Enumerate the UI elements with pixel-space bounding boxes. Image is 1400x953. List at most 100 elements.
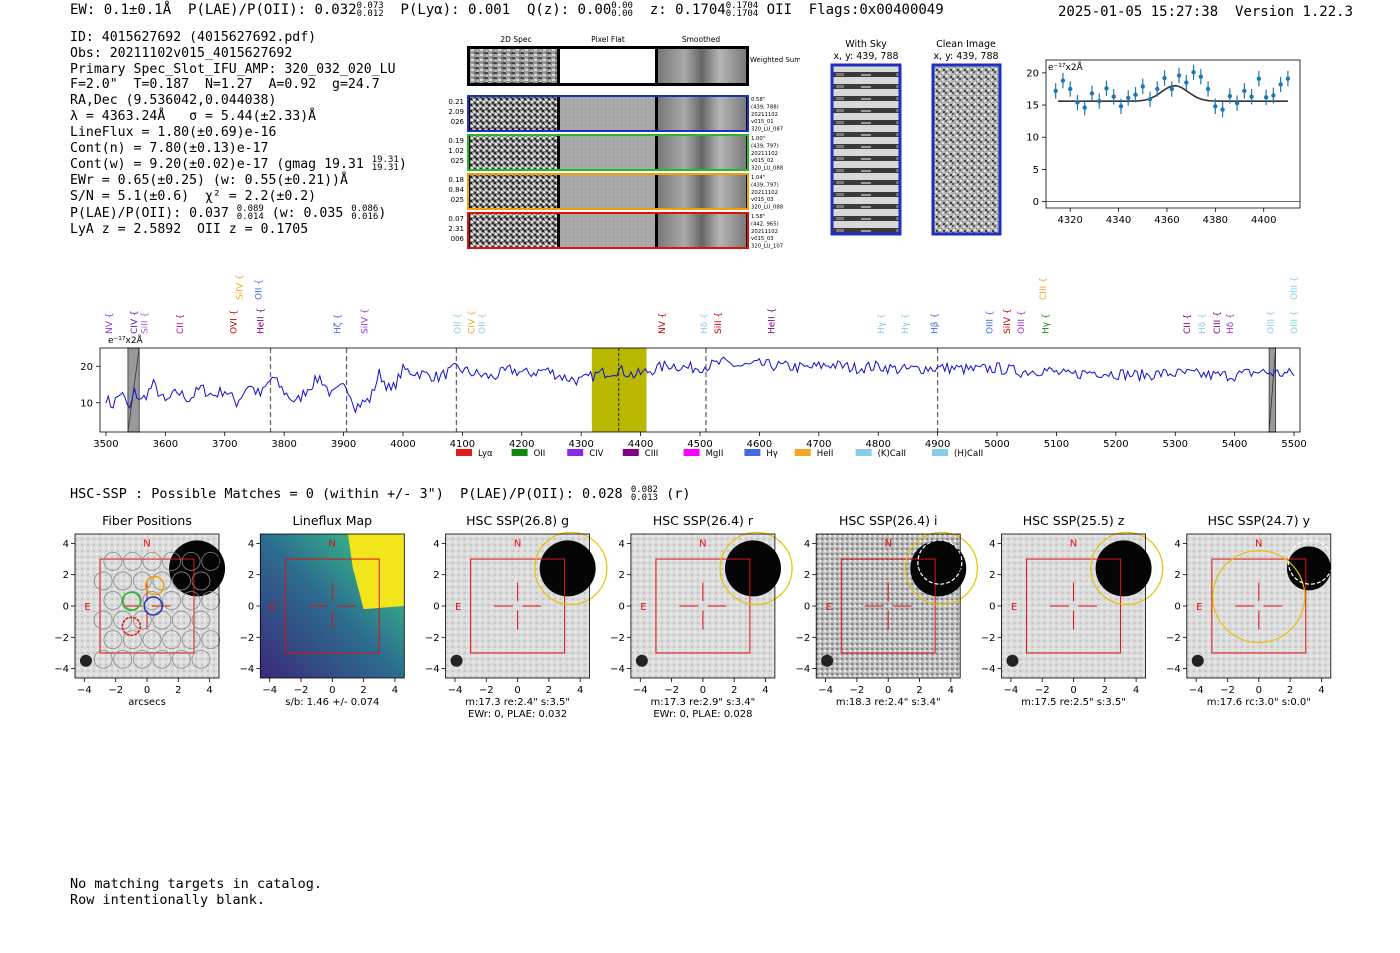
- x-tick-label: 3500: [93, 439, 118, 450]
- cutout-right-label: 20211102: [751, 229, 778, 235]
- info-lineflux: LineFlux = 1.80(±0.69)e-16: [70, 124, 277, 140]
- x-tick-label: 4: [1318, 685, 1324, 696]
- hsc-panel: Fiber Positions N E −4 −4 −2 −2 0 0 2 2 4 4 arcsecs: [54, 513, 226, 708]
- version: Version 1.22.3: [1235, 4, 1354, 20]
- legend-label: Lyα: [478, 449, 493, 459]
- y-tick-label: 10: [80, 398, 93, 409]
- x-tick-label: 2: [360, 685, 366, 696]
- cutout-left-label: 0.18: [448, 176, 464, 184]
- x-tick-label: −2: [664, 685, 679, 696]
- cutout-pixelflat: [560, 175, 655, 208]
- emission-line-label: NV {: [658, 313, 668, 334]
- line-window-band: [591, 348, 647, 432]
- fiber-circle: [93, 571, 113, 591]
- info-contw: Cont(w) = 9.20(±0.02)e-17 (gmag 19.31 19…: [70, 155, 407, 174]
- faint-source: [1006, 654, 1019, 667]
- y-tick-label: 2: [1174, 570, 1180, 581]
- x-tick-label: −2: [1220, 685, 1235, 696]
- x-tick-label: 0: [1256, 685, 1262, 696]
- hsc-title: HSC-SSP : Possible Matches = 0 (within +…: [70, 485, 691, 503]
- emission-line-label: Hδ {: [1226, 313, 1236, 334]
- cutout-left-label: 0.19: [448, 137, 464, 145]
- fiber-circle: [172, 571, 191, 591]
- x-tick-label: 3800: [271, 439, 296, 450]
- x-tick-label: 0: [329, 685, 335, 696]
- y-tick-label: 0: [248, 602, 254, 613]
- emission-line-label: CIII {: [1039, 277, 1049, 300]
- full-spectrum-chart: 3500 3600 3700 3800 3900 4000 4100 4200 4300 4400…: [80, 274, 1307, 459]
- data-point: [1234, 100, 1240, 106]
- cutout-left-label: 025: [451, 196, 464, 204]
- col-header-2dspec: 2D Spec: [500, 35, 531, 44]
- emission-line-label: Hγ {: [901, 313, 911, 334]
- cutout-2dspec: [470, 175, 557, 208]
- compass-east: E: [640, 602, 646, 613]
- x-tick-label: 0: [144, 685, 150, 696]
- y-tick-label: −4: [240, 664, 255, 675]
- data-point: [1082, 105, 1087, 110]
- line-fit-chart: 4320 4340 4360 4380 4400 0 5 10 15 20 e⁻¹⁷x2Å: [1026, 59, 1301, 226]
- cutout-smoothed: [658, 214, 746, 247]
- aperture-box: [284, 558, 380, 654]
- y-tick-label: 4: [248, 539, 254, 550]
- x-tick-label: −2: [850, 685, 865, 696]
- cutout-right-label: 1.58": [751, 214, 765, 220]
- footer-notes: No matching targets in catalog. Row inten…: [70, 876, 322, 908]
- x-tick-label: 5500: [1281, 439, 1306, 450]
- plot-frame: [99, 347, 1301, 433]
- y-tick-label: 4: [63, 539, 69, 550]
- ellipse-aperture: [904, 531, 979, 606]
- fiber-circle: [123, 551, 142, 571]
- y-tick-label: 0: [1033, 197, 1039, 208]
- y-tick-label: −2: [610, 633, 625, 644]
- cutout-pixelflat: [560, 214, 655, 247]
- fiber-circle: [191, 571, 211, 591]
- data-point: [1140, 84, 1145, 89]
- data-point: [1191, 70, 1196, 75]
- data-point: [1242, 88, 1247, 94]
- panel-caption-2: EWr: 0, PLAE: 0.028: [653, 709, 752, 718]
- emission-line-label: OIII {: [1266, 310, 1276, 334]
- x-tick-label: 4320: [1057, 215, 1082, 226]
- info-obs: Obs: 20211102v015_4015627692: [70, 45, 293, 61]
- cutout-2dspec: [470, 214, 557, 247]
- unit-label: e⁻¹⁷x2Å: [1048, 61, 1084, 73]
- cutout-smoothed: [658, 136, 746, 169]
- data-point: [1198, 74, 1204, 79]
- fiber-circle: [113, 649, 133, 669]
- fiber-circle: [103, 551, 123, 571]
- data-point: [1227, 93, 1233, 99]
- emission-line-label: SiIV {: [1003, 308, 1013, 334]
- fiber-circle: [172, 610, 191, 630]
- x-tick-label: 4100: [450, 439, 475, 450]
- y-tick-label: 0: [1174, 602, 1180, 613]
- compass-east: E: [455, 602, 461, 613]
- data-point: [1176, 73, 1182, 78]
- y-tick-label: −2: [981, 633, 996, 644]
- cutout-right-label: (439, 797): [751, 143, 779, 149]
- spectrum-line: [105, 356, 1295, 414]
- legend-label: MgII: [706, 449, 724, 459]
- x-tick-label: 4900: [925, 439, 950, 450]
- fiber-circle: [142, 630, 162, 650]
- legend-swatch: [511, 449, 528, 456]
- legend-label: CIV: [589, 449, 603, 459]
- emission-line-label: HeII {: [767, 308, 777, 334]
- y-tick-label: 5: [1033, 165, 1039, 176]
- y-tick-label: 4: [433, 539, 439, 550]
- y-tick-label: 2: [989, 570, 995, 581]
- x-tick-label: 2: [916, 685, 922, 696]
- x-tick-label: 4800: [865, 439, 890, 450]
- bright-source: [1286, 546, 1331, 591]
- legend-label: (H)CaII: [954, 449, 983, 459]
- compass-north: N: [699, 539, 706, 550]
- x-tick-label: −2: [294, 685, 309, 696]
- cutout-left-label: 0.07: [448, 215, 464, 223]
- info-redshifts: LyA z = 2.5892 OII z = 0.1705: [70, 221, 309, 237]
- lineflux-peak: [347, 534, 405, 610]
- emission-line-label: Hδ {: [700, 313, 710, 334]
- cutout-left-label: 2.31: [448, 225, 464, 233]
- legend-label: CIII: [645, 449, 658, 459]
- info-sn: S/N = 5.1(±0.6) χ² = 2.2(±0.2): [70, 188, 317, 204]
